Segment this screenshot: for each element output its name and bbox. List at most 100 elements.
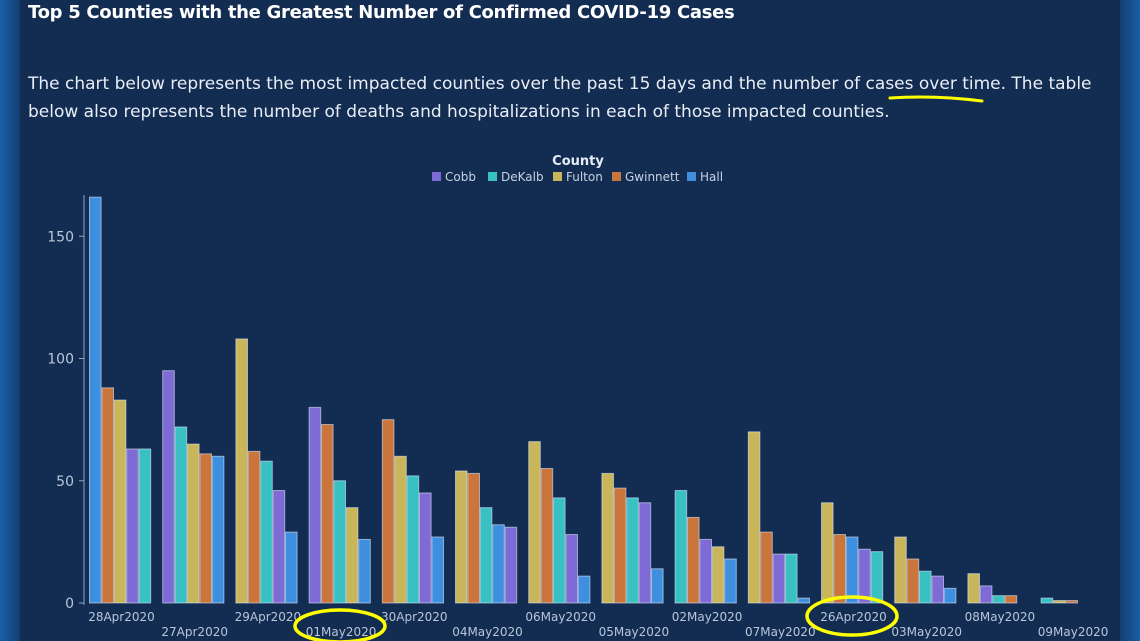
bar-hall xyxy=(797,597,811,604)
legend-label-cobb: Cobb xyxy=(445,170,476,184)
bar-fulton xyxy=(711,546,725,604)
bar-cobb xyxy=(858,548,871,604)
bar-gwinnett xyxy=(467,472,480,604)
y-tick-label: 150 xyxy=(47,229,74,245)
bar-dekalb xyxy=(138,448,152,604)
bar-cobb xyxy=(931,575,945,604)
x-tick-label: 03May2020 xyxy=(891,625,962,639)
bar-dekalb xyxy=(260,460,273,604)
bar-dekalb xyxy=(870,551,884,604)
bar-fulton xyxy=(528,441,541,604)
bar-dekalb xyxy=(406,475,420,604)
bar-dekalb xyxy=(1040,597,1054,604)
bar-fulton xyxy=(394,455,407,604)
legend-label-gwinnett: Gwinnett xyxy=(625,170,680,184)
y-tick-label: 50 xyxy=(56,474,74,490)
bar-hall xyxy=(431,536,444,604)
bar-cobb xyxy=(162,370,175,604)
bar-hall xyxy=(943,587,957,604)
x-tick-label: 08May2020 xyxy=(965,610,1036,624)
bar-dekalb xyxy=(785,553,798,604)
bar-hall xyxy=(577,575,591,604)
x-tick-label: 27Apr2020 xyxy=(161,625,228,639)
bar-gwinnett xyxy=(1004,595,1018,604)
legend-title: County xyxy=(552,154,604,169)
bar-dekalb xyxy=(919,570,932,604)
bar-fulton xyxy=(455,470,468,604)
bar-hall xyxy=(651,568,664,604)
legend-label-fulton: Fulton xyxy=(566,170,603,184)
bar-fulton xyxy=(187,443,200,604)
x-tick-label: 01May2020 xyxy=(306,625,377,639)
bar-cobb xyxy=(272,490,286,604)
bar-fulton xyxy=(1053,600,1066,604)
bar-cobb xyxy=(979,585,993,604)
x-tick-label: 06May2020 xyxy=(525,610,596,624)
bar-dekalb xyxy=(553,497,566,604)
bar-hall xyxy=(89,196,102,604)
bar-hall xyxy=(285,531,298,604)
bar-cobb xyxy=(565,534,579,604)
window-frame-left xyxy=(0,0,20,641)
x-tick-label: 07May2020 xyxy=(745,625,816,639)
x-tick-label: 30Apr2020 xyxy=(381,610,448,624)
highlight-circle-01may xyxy=(293,608,387,641)
y-tick-label: 0 xyxy=(65,596,74,612)
bar-gwinnett xyxy=(199,453,212,604)
bar-hall xyxy=(358,538,371,604)
bar-hall xyxy=(211,455,225,604)
x-tick-label: 09May2020 xyxy=(1038,625,1109,639)
bar-fulton xyxy=(894,536,907,604)
bar-fulton xyxy=(821,502,834,604)
bar-cobb xyxy=(638,502,652,604)
bar-gwinnett xyxy=(247,450,261,604)
x-tick-label: 26Apr2020 xyxy=(820,610,887,624)
bar-gwinnett xyxy=(101,387,115,604)
bar-dekalb xyxy=(626,497,639,604)
highlight-underline xyxy=(888,95,984,103)
highlight-circle-26apr xyxy=(805,595,899,637)
x-tick-label: 02May2020 xyxy=(672,610,743,624)
bar-fulton xyxy=(601,472,615,604)
bar-gwinnett xyxy=(613,487,627,604)
legend-swatch-hall xyxy=(687,172,696,181)
bar-gwinnett xyxy=(687,516,700,604)
bar-fulton xyxy=(235,338,248,604)
bar-fulton xyxy=(345,507,359,604)
bar-hall xyxy=(492,524,505,604)
legend-swatch-dekalb xyxy=(488,172,497,181)
legend-swatch-cobb xyxy=(432,172,441,181)
x-tick-label: 05May2020 xyxy=(599,625,670,639)
bar-gwinnett xyxy=(321,424,334,604)
bar-dekalb xyxy=(479,507,493,604)
chart-description: The chart below represents the most impa… xyxy=(28,74,1092,122)
bar-gwinnett xyxy=(1065,600,1079,604)
page-title: Top 5 Counties with the Greatest Number … xyxy=(28,2,735,23)
bar-fulton xyxy=(747,431,761,604)
bar-cobb xyxy=(504,526,518,604)
legend-label-hall: Hall xyxy=(700,170,723,184)
bar-cobb xyxy=(419,492,432,604)
bar-hall xyxy=(724,558,737,604)
bar-hall xyxy=(845,536,859,604)
bar-dekalb xyxy=(174,426,188,604)
x-tick-label: 28Apr2020 xyxy=(88,610,155,624)
bar-gwinnett xyxy=(906,558,920,604)
legend-label-dekalb: DeKalb xyxy=(501,170,544,184)
bar-fulton xyxy=(967,573,981,604)
bar-cobb xyxy=(699,538,713,604)
window-frame-right xyxy=(1120,0,1140,641)
bar-dekalb xyxy=(992,595,1005,604)
y-tick-label: 100 xyxy=(47,352,74,368)
bar-gwinnett xyxy=(381,419,395,604)
x-tick-label: 04May2020 xyxy=(452,625,523,639)
bar-gwinnett xyxy=(760,531,773,604)
x-tick-label: 29Apr2020 xyxy=(235,610,302,624)
bar-fulton xyxy=(113,399,127,604)
bar-gwinnett xyxy=(833,534,847,604)
bar-cobb xyxy=(126,448,139,604)
bar-gwinnett xyxy=(540,468,554,604)
legend-swatch-fulton xyxy=(553,172,562,181)
bar-dekalb xyxy=(674,490,688,604)
